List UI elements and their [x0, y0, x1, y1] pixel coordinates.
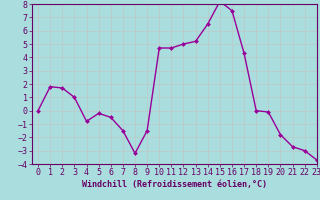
- X-axis label: Windchill (Refroidissement éolien,°C): Windchill (Refroidissement éolien,°C): [82, 180, 267, 189]
